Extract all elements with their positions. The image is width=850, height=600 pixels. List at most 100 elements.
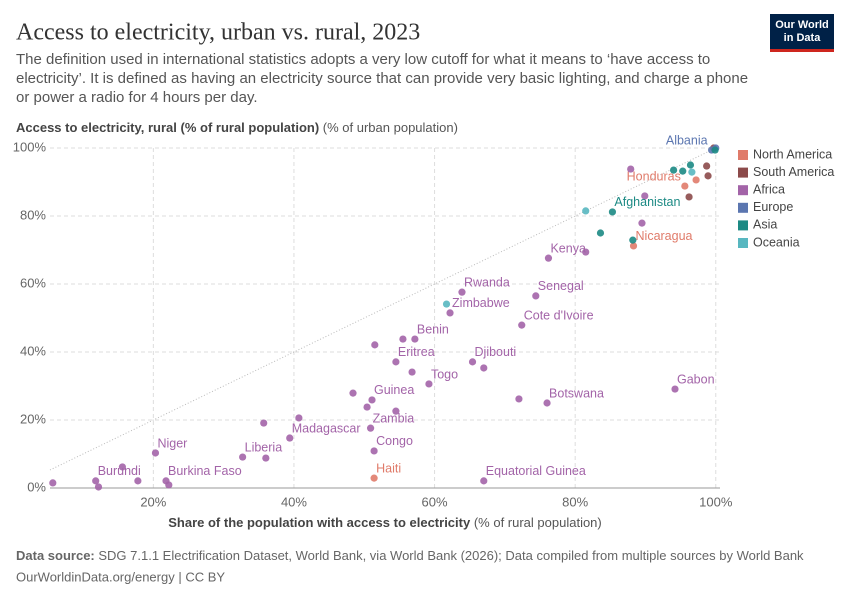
point[interactable]: [480, 477, 488, 485]
legend-label[interactable]: South America: [753, 165, 834, 179]
point-label: Burkina Faso: [168, 464, 242, 478]
logo-box[interactable]: [770, 14, 834, 50]
source-label: Data source:: [16, 548, 95, 563]
legend-swatch[interactable]: [738, 202, 748, 213]
point[interactable]: [582, 248, 590, 256]
y-tick-label: 20%: [20, 411, 46, 426]
point[interactable]: [92, 477, 100, 485]
point[interactable]: [669, 166, 678, 174]
point[interactable]: [399, 335, 407, 343]
point[interactable]: [165, 481, 173, 489]
point[interactable]: [685, 193, 693, 201]
point[interactable]: [544, 254, 553, 262]
y-tick-label: 80%: [20, 207, 46, 222]
point-label: Botswana: [549, 386, 604, 400]
point[interactable]: [425, 380, 433, 388]
point[interactable]: [366, 424, 375, 432]
logo-bar: [770, 49, 834, 52]
point[interactable]: [692, 176, 700, 184]
point[interactable]: [703, 162, 711, 170]
point-label: Honduras: [627, 169, 681, 183]
legend-swatch[interactable]: [738, 185, 748, 196]
point-label: Niger: [157, 436, 187, 450]
point[interactable]: [239, 453, 247, 461]
point[interactable]: [688, 168, 696, 176]
legend-label[interactable]: Asia: [753, 218, 777, 232]
legend-label[interactable]: Oceania: [753, 235, 800, 249]
point[interactable]: [134, 477, 142, 485]
point[interactable]: [671, 385, 679, 393]
x-tick-label: 40%: [281, 494, 307, 509]
legend-swatch[interactable]: [738, 238, 748, 248]
legend-label[interactable]: Europe: [753, 200, 793, 214]
x-tick-label: 20%: [140, 494, 166, 509]
logo[interactable]: Our World in Data: [770, 14, 834, 52]
point-label: Madagascar: [292, 421, 361, 435]
x-axis-label: Share of the population with access to e…: [168, 515, 602, 530]
point[interactable]: [518, 321, 526, 329]
point[interactable]: [349, 389, 357, 397]
y-axis-label-main: Access to electricity, rural (% of rural…: [16, 120, 319, 135]
point[interactable]: [681, 182, 689, 190]
point[interactable]: [94, 483, 103, 491]
point[interactable]: [370, 474, 378, 482]
point-label: Nicaragua: [636, 229, 693, 243]
point-label: Benin: [417, 322, 449, 336]
point[interactable]: [543, 399, 551, 407]
point[interactable]: [118, 463, 127, 471]
point[interactable]: [49, 479, 57, 487]
point[interactable]: [641, 192, 649, 200]
point-label: Congo: [376, 434, 413, 448]
legend-label[interactable]: North America: [753, 147, 832, 161]
point[interactable]: [260, 419, 268, 427]
point-label: Senegal: [538, 279, 584, 293]
point-label: Albania: [666, 133, 708, 147]
point[interactable]: [711, 146, 719, 154]
legend-label[interactable]: Africa: [753, 182, 785, 196]
point[interactable]: [679, 167, 687, 175]
point[interactable]: [368, 396, 376, 404]
point-label: Burundi: [98, 464, 141, 478]
point-label: Liberia: [245, 440, 283, 454]
point[interactable]: [480, 364, 488, 372]
point[interactable]: [629, 242, 638, 250]
point[interactable]: [627, 165, 635, 173]
point[interactable]: [392, 407, 400, 415]
point[interactable]: [442, 300, 451, 308]
point-label: Kenya: [550, 241, 585, 255]
point[interactable]: [392, 358, 400, 366]
point[interactable]: [458, 288, 466, 296]
footer-link[interactable]: OurWorldinData.org/energy | CC BY: [16, 569, 225, 584]
point[interactable]: [686, 161, 695, 169]
point[interactable]: [515, 395, 523, 403]
legend-swatch[interactable]: [738, 150, 748, 160]
point[interactable]: [408, 368, 416, 376]
point[interactable]: [286, 434, 294, 442]
point[interactable]: [295, 414, 303, 422]
point[interactable]: [596, 229, 605, 237]
point-label: Haiti: [376, 461, 401, 475]
point[interactable]: [371, 341, 379, 349]
point[interactable]: [468, 358, 477, 366]
point-label: Rwanda: [464, 275, 510, 289]
point[interactable]: [532, 292, 540, 300]
legend-swatch[interactable]: [738, 220, 748, 231]
point[interactable]: [608, 208, 617, 216]
x-axis-label-note: (% of rural population): [474, 515, 602, 530]
point[interactable]: [638, 219, 646, 227]
point[interactable]: [629, 236, 637, 244]
point[interactable]: [151, 449, 160, 457]
point[interactable]: [411, 335, 419, 343]
legend-swatch[interactable]: [738, 167, 748, 178]
point[interactable]: [363, 403, 371, 411]
logo-text: Our World: [775, 19, 829, 31]
y-tick-label: 60%: [20, 275, 46, 290]
source: Data source: SDG 7.1.1 Electrification D…: [16, 548, 804, 563]
point[interactable]: [446, 309, 454, 317]
point[interactable]: [370, 447, 378, 455]
chart-title: Access to electricity, urban vs. rural, …: [16, 20, 420, 46]
point-label: Guinea: [374, 383, 414, 397]
point[interactable]: [582, 207, 590, 215]
point[interactable]: [262, 454, 270, 462]
point[interactable]: [704, 172, 712, 180]
